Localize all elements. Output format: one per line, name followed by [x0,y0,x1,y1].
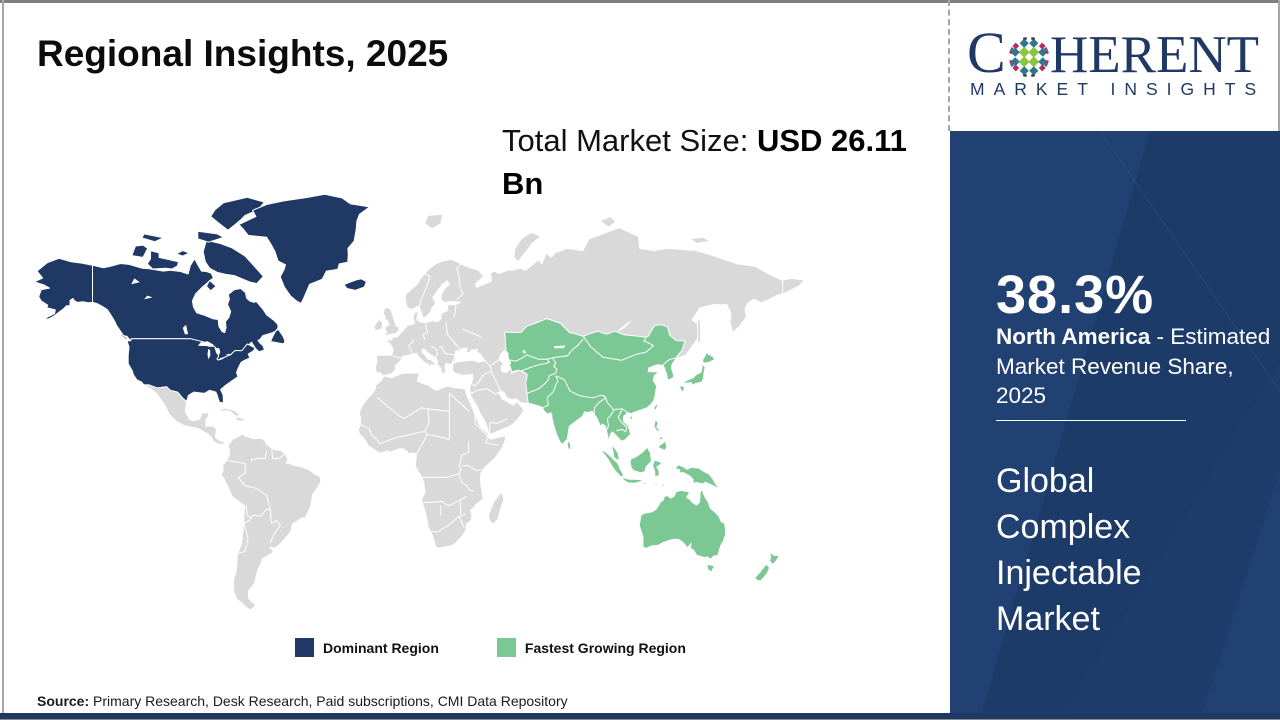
svg-text:HERENT: HERENT [1050,28,1259,84]
svg-text:C: C [967,28,1006,85]
svg-text:MARKET INSIGHTS: MARKET INSIGHTS [970,79,1265,99]
